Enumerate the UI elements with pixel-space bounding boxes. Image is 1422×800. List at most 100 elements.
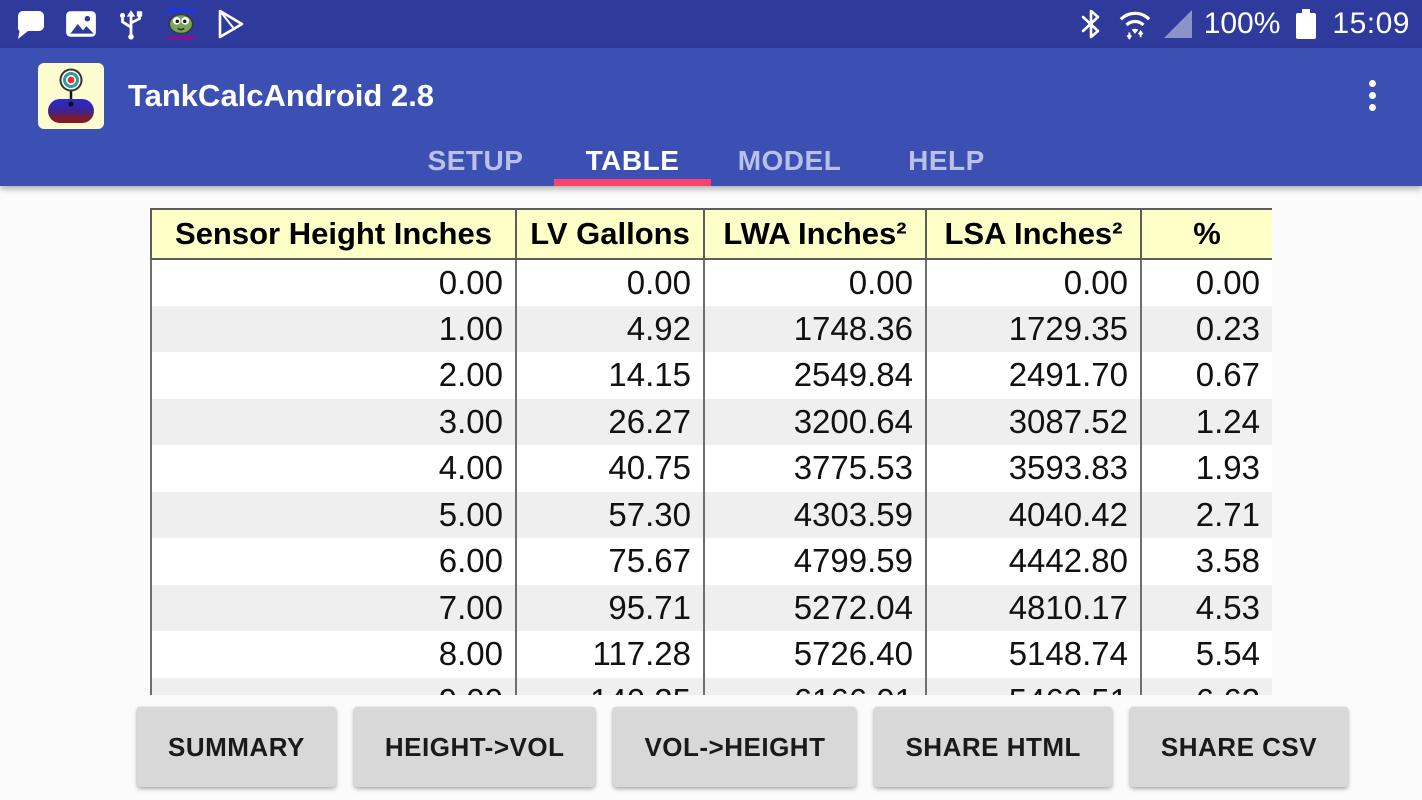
app-header: TankCalcAndroid 2.8 SETUP TABLE MODEL HE… [0, 48, 1422, 186]
tab-help[interactable]: HELP [908, 145, 985, 176]
table-cell: 5463.51 [925, 677, 1142, 695]
table-cell: 1.93 [1140, 445, 1272, 492]
wifi-icon [1118, 7, 1152, 41]
table-cell: 7.00 [150, 584, 517, 631]
table-cell: 5272.04 [703, 584, 927, 631]
height-to-vol-button[interactable]: HEIGHT->VOL [353, 707, 596, 787]
table-cell: 117.28 [515, 631, 705, 678]
table-cell: 2549.84 [703, 352, 927, 399]
table-row: 4.00 40.75 3775.53 3593.83 1.93 [150, 445, 1272, 492]
table-cell: 0.00 [1140, 259, 1272, 306]
calculation-table: Sensor Height Inches LV Gallons LWA Inch… [150, 208, 1272, 695]
tab-bar: SETUP TABLE MODEL HELP [0, 143, 1422, 186]
table-cell: 0.00 [515, 259, 705, 306]
col-header-percent: % [1140, 208, 1272, 260]
table-cell: 40.75 [515, 445, 705, 492]
table-row: 3.00 26.27 3200.64 3087.52 1.24 [150, 398, 1272, 445]
table-cell: 5726.40 [703, 631, 927, 678]
table-row: 8.00 117.28 5726.40 5148.74 5.54 [150, 631, 1272, 678]
gallery-notification-icon [64, 7, 98, 41]
col-header-sensor-height: Sensor Height Inches [150, 208, 517, 260]
table-row: 1.00 4.92 1748.36 1729.35 0.23 [150, 305, 1272, 352]
table-cell: 6166.01 [703, 677, 927, 695]
battery-icon [1289, 7, 1323, 41]
table-cell: 0.00 [925, 259, 1142, 306]
table-cell: 3087.52 [925, 398, 1142, 445]
table-row: 0.00 0.00 0.00 0.00 0.00 [150, 259, 1272, 306]
system-status-icons: 100% 15:09 [1075, 7, 1410, 41]
overflow-menu-button[interactable] [1352, 74, 1392, 118]
col-header-lv-gallons: LV Gallons [515, 208, 705, 260]
table-cell: 3593.83 [925, 445, 1142, 492]
table-cell: 2.00 [150, 352, 517, 399]
col-header-lsa: LSA Inches² [925, 208, 1142, 260]
table-cell: 4.92 [515, 305, 705, 352]
table-cell: 14.15 [515, 352, 705, 399]
tab-setup[interactable]: SETUP [427, 145, 524, 176]
table-cell: 1748.36 [703, 305, 927, 352]
table-cell: 4799.59 [703, 538, 927, 585]
table-row: 6.00 75.67 4799.59 4442.80 3.58 [150, 538, 1272, 585]
app-icon [38, 62, 104, 129]
table-cell: 4040.42 [925, 491, 1142, 538]
status-bar: 100% 15:09 [0, 0, 1422, 48]
table-cell: 1.24 [1140, 398, 1272, 445]
table-row: 2.00 14.15 2549.84 2491.70 0.67 [150, 352, 1272, 399]
table-cell: 57.30 [515, 491, 705, 538]
app-notification-icon [164, 7, 198, 41]
table-cell: 4303.59 [703, 491, 927, 538]
table-cell: 3775.53 [703, 445, 927, 492]
vol-to-height-button[interactable]: VOL->HEIGHT [613, 707, 857, 787]
table-cell: 3.00 [150, 398, 517, 445]
table-cell: 95.71 [515, 584, 705, 631]
cell-signal-icon [1161, 7, 1195, 41]
table-cell: 5.00 [150, 491, 517, 538]
table-row: 9.00140.256166.015463.516.62 [150, 677, 1272, 695]
table-cell: 8.00 [150, 631, 517, 678]
play-store-notification-icon [214, 7, 248, 41]
table-cell: 2.71 [1140, 491, 1272, 538]
table-cell: 1729.35 [925, 305, 1142, 352]
table-cell: 75.67 [515, 538, 705, 585]
summary-button[interactable]: SUMMARY [137, 707, 336, 787]
battery-percent-text: 100% [1203, 7, 1281, 40]
usb-notification-icon [114, 7, 148, 41]
tab-table[interactable]: TABLE [554, 143, 711, 186]
table-cell: 3200.64 [703, 398, 927, 445]
table-cell: 1.00 [150, 305, 517, 352]
col-header-lwa: LWA Inches² [703, 208, 927, 260]
table-cell: 4.00 [150, 445, 517, 492]
table-cell: 4442.80 [925, 538, 1142, 585]
table-cell: 0.23 [1140, 305, 1272, 352]
share-html-button[interactable]: SHARE HTML [874, 707, 1112, 787]
app-title: TankCalcAndroid 2.8 [128, 77, 435, 113]
table-row: 7.00 95.71 5272.04 4810.17 4.53 [150, 584, 1272, 631]
table-cell: 0.00 [703, 259, 927, 306]
app-bar: TankCalcAndroid 2.8 [0, 48, 1422, 143]
table-cell: 0.67 [1140, 352, 1272, 399]
table-cell: 3.58 [1140, 538, 1272, 585]
table-cell: 26.27 [515, 398, 705, 445]
table-cell: 4810.17 [925, 584, 1142, 631]
table-cell: 5148.74 [925, 631, 1142, 678]
share-csv-button[interactable]: SHARE CSV [1129, 707, 1349, 787]
table-cell: 6.62 [1140, 677, 1272, 695]
table-cell: 9.00 [150, 677, 517, 695]
table-cell: 2491.70 [925, 352, 1142, 399]
table-cell: 4.53 [1140, 584, 1272, 631]
clock-text: 15:09 [1332, 7, 1410, 40]
table-cell: 6.00 [150, 538, 517, 585]
notification-icons [14, 7, 248, 41]
tab-model[interactable]: MODEL [737, 145, 842, 176]
bluetooth-icon [1075, 7, 1109, 41]
table-scroll-region[interactable]: Sensor Height Inches LV Gallons LWA Inch… [150, 208, 1272, 695]
content-area: Sensor Height Inches LV Gallons LWA Inch… [0, 186, 1422, 800]
table-cell: 5.54 [1140, 631, 1272, 678]
action-button-row: SUMMARY HEIGHT->VOL VOL->HEIGHT SHARE HT… [137, 707, 1422, 787]
table-cell: 0.00 [150, 259, 517, 306]
chat-notification-icon [14, 7, 48, 41]
table-cell: 140.25 [515, 677, 705, 695]
table-header-row: Sensor Height Inches LV Gallons LWA Inch… [150, 208, 1272, 260]
table-row: 5.00 57.30 4303.59 4040.42 2.71 [150, 491, 1272, 538]
